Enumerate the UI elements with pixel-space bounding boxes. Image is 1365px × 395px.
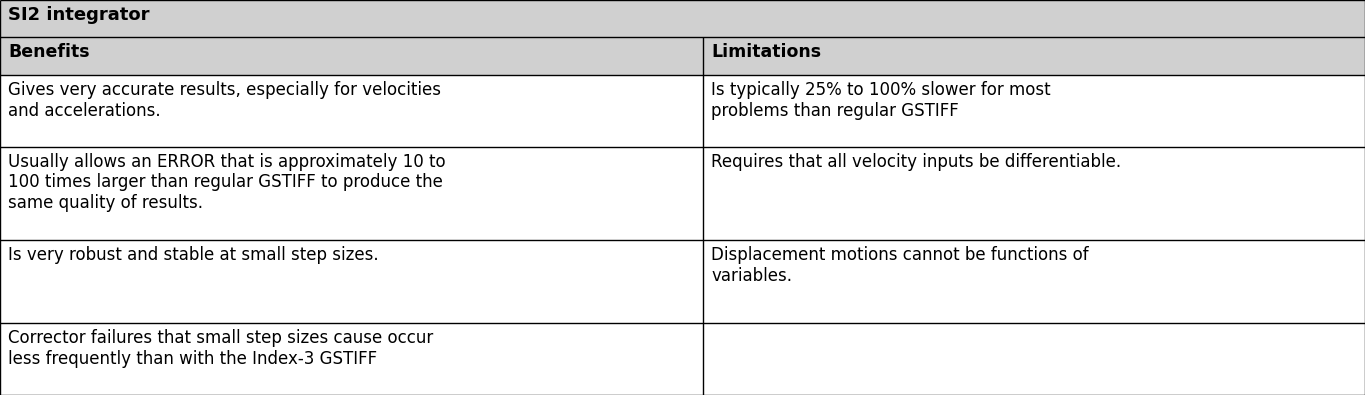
Bar [0,324,703,395]
Text: Gives very accurate results, especially for velocities
and accelerations.: Gives very accurate results, especially … [8,81,441,120]
Bar [0,147,703,240]
Text: Corrector failures that small step sizes cause occur
less frequently than with t: Corrector failures that small step sizes… [8,329,434,368]
Bar [703,147,1365,240]
Bar [703,324,1365,395]
Bar [703,38,1365,75]
Text: Displacement motions cannot be functions of
variables.: Displacement motions cannot be functions… [711,246,1089,285]
Text: Limitations: Limitations [711,43,822,61]
Text: Is very robust and stable at small step sizes.: Is very robust and stable at small step … [8,246,379,264]
Bar [703,240,1365,324]
Text: SI2 integrator: SI2 integrator [8,6,150,24]
Text: Is typically 25% to 100% slower for most
problems than regular GSTIFF: Is typically 25% to 100% slower for most… [711,81,1051,120]
Bar [703,75,1365,147]
Bar [0,38,703,75]
Bar [0,75,703,147]
Bar [0,240,703,324]
Text: Requires that all velocity inputs be differentiable.: Requires that all velocity inputs be dif… [711,152,1121,171]
Text: Usually allows an ERROR that is approximately 10 to
100 times larger than regula: Usually allows an ERROR that is approxim… [8,152,446,212]
Bar [0,0,1365,38]
Text: Benefits: Benefits [8,43,90,61]
